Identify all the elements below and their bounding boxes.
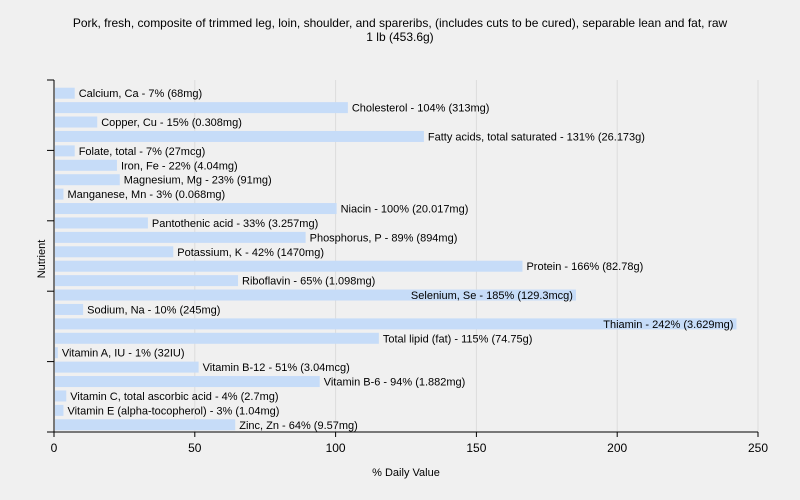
x-tick-label: 50 (188, 441, 202, 455)
bar (55, 217, 148, 229)
bar (55, 376, 320, 388)
bar (55, 102, 348, 114)
x-tick-label: 0 (51, 441, 58, 455)
data-label: Pantothenic acid - 33% (3.257mg) (152, 218, 318, 230)
bar (55, 87, 75, 99)
data-label: Vitamin A, IU - 1% (32IU) (62, 348, 185, 360)
x-tick-label: 200 (607, 441, 627, 455)
chart-subtitle: 1 lb (453.6g) (366, 30, 434, 44)
x-tick-label: 100 (326, 441, 346, 455)
data-label: Thiamin - 242% (3.629mg) (603, 319, 733, 331)
y-axis-title: Nutrient (36, 240, 48, 279)
data-label: Zinc, Zn - 64% (9.57mg) (239, 420, 358, 432)
bar (55, 130, 424, 142)
data-label: Vitamin B-6 - 94% (1.882mg) (324, 377, 466, 389)
bar (55, 203, 337, 215)
data-label: Niacin - 100% (20.017mg) (341, 204, 469, 216)
x-axis-title: % Daily Value (372, 467, 440, 479)
bar (55, 174, 120, 186)
x-tick-label: 250 (748, 441, 768, 455)
bars: Calcium, Ca - 7% (68mg) Cholesterol - 104… (55, 87, 737, 432)
bar (55, 145, 75, 157)
data-label: Fatty acids, total saturated - 131% (26.… (428, 131, 645, 143)
chart-title-line-1: Pork, fresh, composite of trimmed leg, l… (72, 16, 728, 30)
chart-title-block: Pork, fresh, composite of trimmed leg, l… (0, 16, 800, 44)
data-label: Selenium, Se - 185% (129.3mcg) (411, 290, 573, 302)
data-label: Potassium, K - 42% (1470mg) (177, 247, 324, 259)
bar (55, 390, 67, 402)
data-label: Protein - 166% (82.78g) (526, 261, 643, 273)
bar (55, 289, 576, 301)
data-label: Magnesium, Mg - 23% (91mg) (124, 175, 272, 187)
data-label: Vitamin E (alpha-tocopherol) - 3% (1.04m… (67, 405, 279, 417)
bar (55, 404, 64, 416)
data-label: Iron, Fe - 22% (4.04mg) (121, 160, 238, 172)
data-label: Cholesterol - 104% (313mg) (352, 103, 490, 115)
data-label: Vitamin B-12 - 51% (3.04mcg) (203, 362, 350, 374)
data-label: Total lipid (fat) - 115% (74.75g) (383, 333, 533, 345)
data-label: Riboflavin - 65% (1.098mg) (242, 276, 375, 288)
x-tick-label: 150 (466, 441, 486, 455)
bar (55, 347, 58, 359)
data-label: Copper, Cu - 15% (0.308mg) (101, 117, 242, 129)
data-label: Phosphorus, P - 89% (894mg) (310, 232, 458, 244)
bar (55, 303, 84, 315)
bar (55, 188, 64, 200)
bar (55, 116, 98, 128)
bar (55, 231, 306, 243)
bar (55, 159, 117, 171)
bar (55, 419, 236, 431)
data-label: Sodium, Na - 10% (245mg) (87, 304, 220, 316)
bar (55, 275, 239, 287)
bar (55, 246, 174, 258)
axes: 0 50 100 150 200 250 (47, 79, 768, 455)
data-label: Vitamin C, total ascorbic acid - 4% (2.7… (70, 391, 278, 403)
bar (55, 332, 379, 344)
bar (55, 318, 737, 330)
bar (55, 361, 199, 373)
bar (55, 260, 523, 272)
data-label: Folate, total - 7% (27mcg) (79, 146, 206, 158)
data-label: Calcium, Ca - 7% (68mg) (79, 88, 202, 100)
data-label: Manganese, Mn - 3% (0.068mg) (67, 189, 225, 201)
